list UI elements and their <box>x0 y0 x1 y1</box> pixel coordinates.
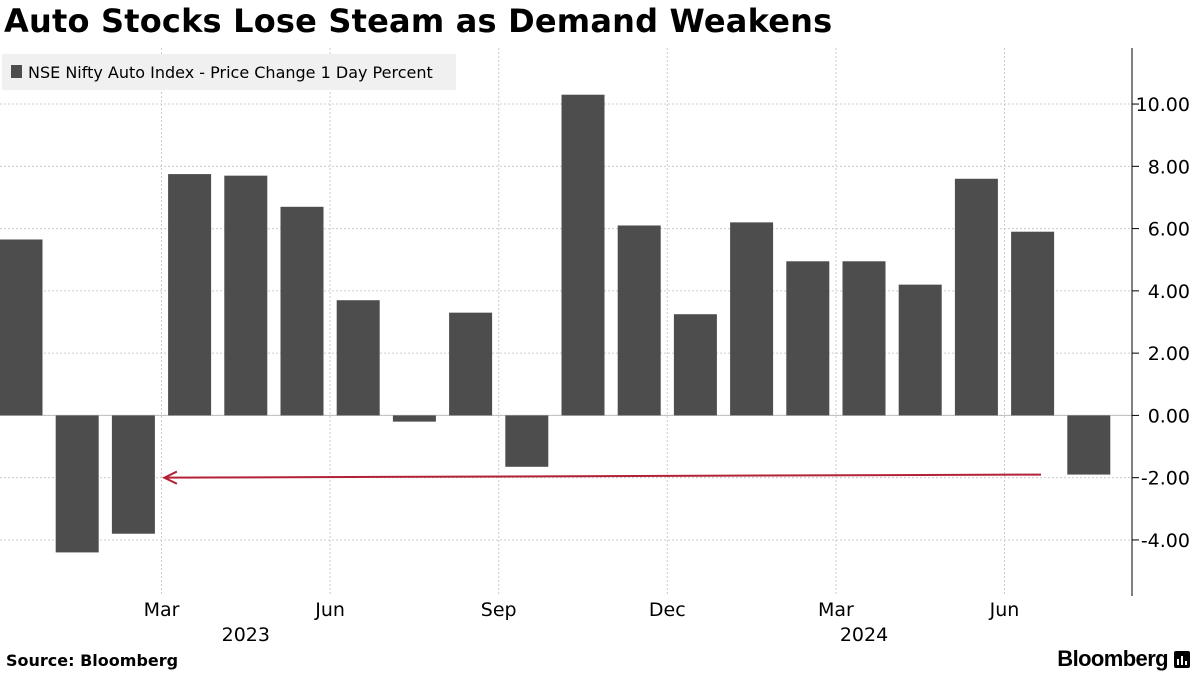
x-tick-label: Dec <box>649 599 686 621</box>
arrow-head-icon <box>162 470 178 485</box>
bar <box>505 415 549 467</box>
x-tick-label: Jun <box>314 599 345 621</box>
source-note: Source: Bloomberg <box>6 651 179 670</box>
x-tick-label: Mar <box>818 599 854 621</box>
legend-swatch <box>11 65 22 78</box>
x-year-label: 2023 <box>222 624 270 646</box>
bar <box>280 206 324 416</box>
x-year-label: 2024 <box>840 624 888 646</box>
y-tick-label: 8.00 <box>1148 156 1190 178</box>
bar <box>449 312 493 416</box>
bar <box>730 222 774 416</box>
legend: NSE Nifty Auto Index - Price Change 1 Da… <box>2 54 456 90</box>
legend-background <box>2 54 456 90</box>
bar <box>842 261 886 416</box>
x-tick-label: Jun <box>989 599 1020 621</box>
bar <box>168 174 212 416</box>
x-tick-label: Mar <box>144 599 180 621</box>
x-tick-label: Sep <box>481 599 517 621</box>
bar <box>786 261 830 416</box>
y-tick-label: 0.00 <box>1148 405 1190 427</box>
bar <box>1011 231 1055 416</box>
bar <box>224 175 268 416</box>
bar <box>336 300 380 416</box>
bar-layer <box>0 94 1111 553</box>
y-tick-label: 6.00 <box>1148 219 1190 241</box>
brand-name: Bloomberg <box>1057 646 1168 671</box>
bar <box>1067 415 1111 475</box>
y-tick-label: 2.00 <box>1148 343 1190 365</box>
bar <box>561 94 605 416</box>
annotation-layer <box>162 470 1042 485</box>
chart-title: Auto Stocks Lose Steam as Demand Weakens <box>4 2 833 40</box>
bar <box>954 178 998 416</box>
axis-layer: -4.00 -2.00 0.00 2.00 4.00 6.00 8.00 10.00 Mar Ju… <box>144 48 1190 646</box>
legend-label: NSE Nifty Auto Index - Price Change 1 Da… <box>28 63 433 82</box>
y-tick-label: 10.00 <box>1136 94 1190 116</box>
bar <box>55 415 99 553</box>
bar <box>898 284 942 416</box>
arrow-annotation <box>164 473 1042 479</box>
bar <box>617 225 661 416</box>
y-tick-label: -4.00 <box>1141 530 1190 552</box>
bar <box>111 415 155 534</box>
bar <box>673 314 717 416</box>
bar <box>392 415 436 422</box>
y-tick-label: 4.00 <box>1148 281 1190 303</box>
y-tick-label: -2.00 <box>1141 468 1190 490</box>
bar <box>0 239 43 416</box>
bloomberg-logo-icon <box>1174 650 1190 668</box>
brand-mark: Bloomberg <box>1057 646 1190 672</box>
